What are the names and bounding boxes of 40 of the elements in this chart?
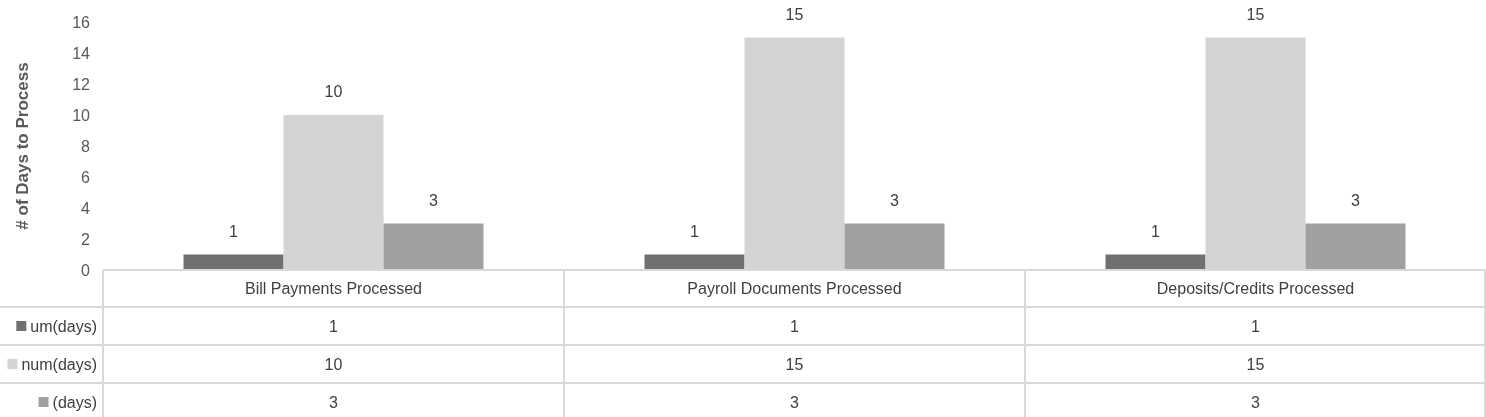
x-tick-label: Payroll Documents Processed <box>687 280 902 297</box>
x-tick-label: Deposits/Credits Processed <box>1156 280 1355 297</box>
y-tick-label: 8 <box>81 137 91 155</box>
text: 1 <box>1251 318 1261 335</box>
data-label: 15 <box>785 5 804 23</box>
text: 3 <box>329 394 339 411</box>
text: 15 <box>1246 356 1265 373</box>
text: 1 <box>329 318 339 335</box>
y-tick-label: 0 <box>81 261 91 279</box>
data-label: 3 <box>890 191 900 209</box>
data-label: 3 <box>1351 191 1361 209</box>
data-label: 10 <box>324 83 343 100</box>
bar <box>844 223 945 270</box>
y-tick-label: 16 <box>72 13 91 31</box>
legend-label: (days) <box>52 394 97 411</box>
y-tick-label: 14 <box>72 44 91 62</box>
data-label: 1 <box>690 222 700 240</box>
y-tick-label: 6 <box>81 168 91 186</box>
bar <box>1105 254 1206 270</box>
legend-label: num(days) <box>21 356 97 373</box>
y-tick-label: 12 <box>72 75 91 93</box>
data-label: 1 <box>229 222 239 240</box>
text: 1 <box>790 318 800 335</box>
y-tick-label: 10 <box>72 106 91 124</box>
y-tick-label: 4 <box>81 199 91 217</box>
legend-label: um(days) <box>30 318 97 335</box>
y-axis-title: # of Days to Process <box>13 62 32 230</box>
data-label: 1 <box>1151 222 1161 240</box>
bar <box>383 223 484 270</box>
y-tick-label: 2 <box>81 230 91 248</box>
text: 3 <box>1251 394 1261 411</box>
bar <box>1305 223 1406 270</box>
text: 15 <box>785 356 804 373</box>
data-label: 15 <box>1246 5 1265 23</box>
bar <box>644 254 745 270</box>
text: 10 <box>324 356 343 373</box>
bar <box>183 254 284 270</box>
x-tick-label: Bill Payments Processed <box>245 280 422 297</box>
data-label: 3 <box>429 191 439 209</box>
text: 3 <box>790 394 800 411</box>
